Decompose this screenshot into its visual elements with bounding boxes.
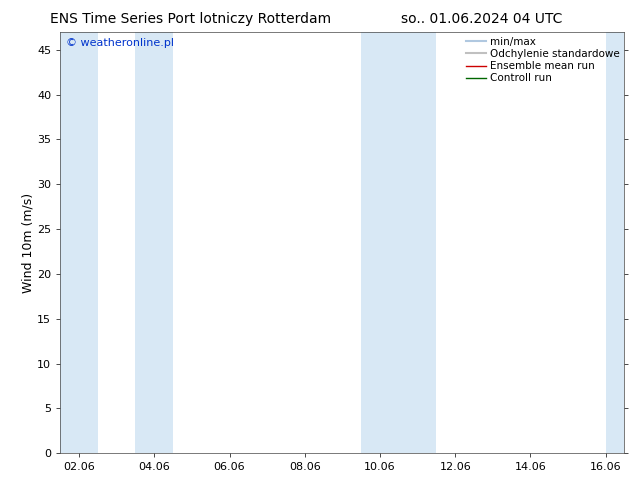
Bar	[361, 32, 399, 453]
Y-axis label: Wind 10m (m/s): Wind 10m (m/s)	[22, 193, 34, 293]
Bar	[605, 32, 624, 453]
Text: so.. 01.06.2024 04 UTC: so.. 01.06.2024 04 UTC	[401, 12, 562, 26]
Bar	[60, 32, 98, 453]
Text: ENS Time Series Port lotniczy Rotterdam: ENS Time Series Port lotniczy Rotterdam	[49, 12, 331, 26]
Legend: min/max, Odchylenie standardowe, Ensemble mean run, Controll run: min/max, Odchylenie standardowe, Ensembl…	[463, 35, 621, 85]
Text: © weatheronline.pl: © weatheronline.pl	[66, 38, 174, 48]
Bar	[399, 32, 436, 453]
Bar	[136, 32, 173, 453]
